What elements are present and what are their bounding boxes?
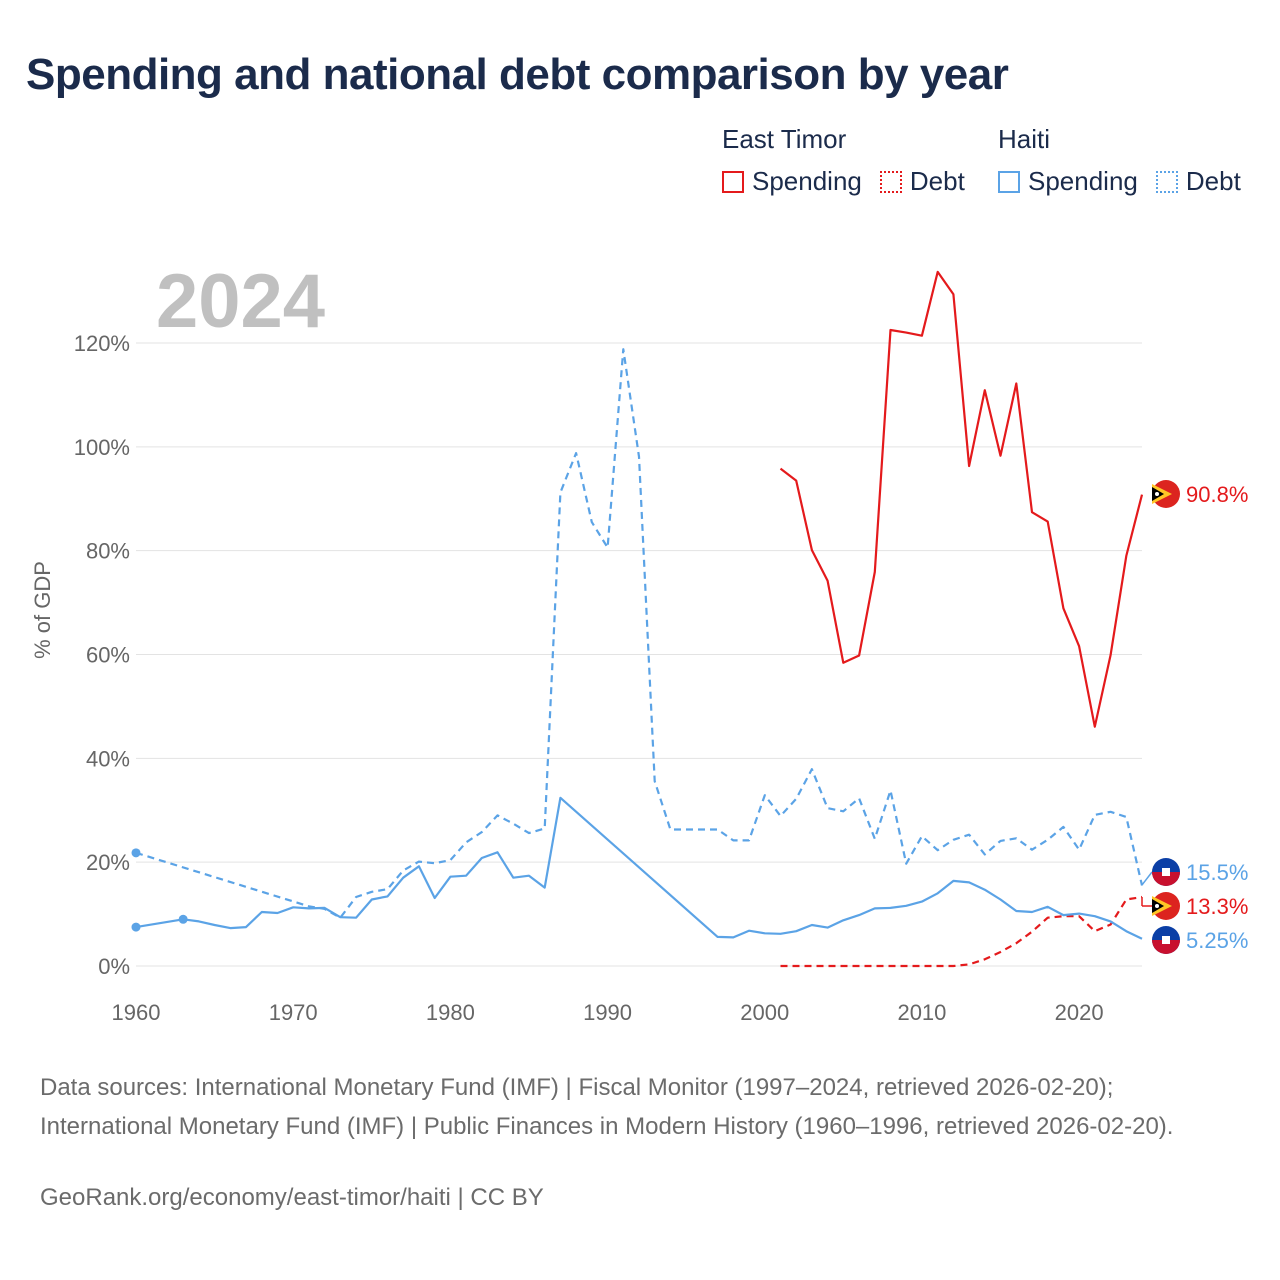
series-lines <box>135 270 1144 968</box>
legend-label-debt[interactable]: Debt <box>909 166 965 196</box>
flag-star <box>1155 904 1159 908</box>
y-axis-label: % of GDP <box>30 561 55 659</box>
x-tick-label: 2000 <box>740 1000 789 1025</box>
series-line-east-timor-debt[interactable] <box>780 895 1143 968</box>
flag-lower-half <box>1152 940 1180 954</box>
end-label: 5.25% <box>1186 928 1248 953</box>
end-marker-haiti-spending[interactable]: 5.25% <box>1152 926 1248 954</box>
data-point[interactable] <box>178 914 188 924</box>
isolated-points <box>131 848 188 932</box>
x-tick-label: 2010 <box>897 1000 946 1025</box>
end-label: 90.8% <box>1186 482 1248 507</box>
legend-label-debt[interactable]: Debt <box>1185 166 1241 196</box>
series-line-east-timor-spending[interactable] <box>779 270 1144 728</box>
end-marker-east-timor-spending[interactable]: 90.8% <box>1152 480 1248 508</box>
legend-swatch-solid[interactable] <box>722 170 744 193</box>
end-label: 13.3% <box>1186 894 1248 919</box>
series-line-haiti-spending[interactable] <box>135 796 1143 940</box>
gridlines <box>136 342 1142 967</box>
legend-swatch-solid[interactable] <box>998 170 1020 193</box>
series-line-haiti-debt[interactable] <box>135 348 1144 919</box>
chart-title: Spending and national debt comparison by… <box>26 50 1009 99</box>
x-tick-label: 1980 <box>426 1000 475 1025</box>
x-tick-label: 1960 <box>112 1000 161 1025</box>
x-axis-ticks: 1960 1970 1980 1990 2000 2010 2020 <box>112 1000 1104 1025</box>
legend-country-label: East Timor <box>722 124 847 154</box>
legend-group-east-timor: East Timor Spending Debt <box>722 124 983 197</box>
legend-swatch-dotted[interactable] <box>879 170 902 193</box>
legend-country-label: Haiti <box>998 124 1051 154</box>
y-axis-ticks: 0% 20% 40% 60% 80% 100% 120% <box>74 331 130 979</box>
end-label: 15.5% <box>1186 860 1248 885</box>
flag-emblem <box>1162 868 1170 876</box>
credit-link[interactable]: GeoRank.org/economy/east-timor/haiti | C… <box>40 1184 544 1211</box>
flag-emblem <box>1162 936 1170 944</box>
end-marker-east-timor-debt[interactable]: 13.3% <box>1141 892 1248 920</box>
y-tick-label: 120% <box>74 331 130 356</box>
legend-label-spending[interactable]: Spending <box>1028 166 1138 196</box>
legend-label-spending[interactable]: Spending <box>752 166 862 196</box>
end-marker-haiti-debt[interactable]: 15.5% <box>1141 858 1248 886</box>
x-tick-label: 2020 <box>1055 1000 1104 1025</box>
data-point[interactable] <box>131 922 141 932</box>
current-year-label: 2024 <box>156 259 326 344</box>
x-tick-label: 1990 <box>583 1000 632 1025</box>
y-tick-label: 20% <box>86 850 130 875</box>
legend-swatch-dotted[interactable] <box>1155 170 1178 193</box>
flag-star <box>1155 492 1159 496</box>
y-tick-label: 60% <box>86 643 130 668</box>
x-tick-label: 1970 <box>269 1000 318 1025</box>
y-tick-label: 40% <box>86 746 130 771</box>
leader-line <box>1141 871 1153 886</box>
flag-lower-half <box>1152 872 1180 886</box>
data-sources: Data sources: International Monetary Fun… <box>40 1074 1174 1140</box>
y-tick-label: 100% <box>74 435 130 460</box>
line-chart: 0% 20% 40% 60% 80% 100% 120% 1960 1970 1980 1990 2… <box>30 270 1248 1025</box>
y-tick-label: 0% <box>98 954 130 979</box>
data-point[interactable] <box>131 848 141 858</box>
legend-group-haiti: Haiti Spending Debt <box>998 124 1259 197</box>
y-tick-label: 80% <box>86 539 130 564</box>
